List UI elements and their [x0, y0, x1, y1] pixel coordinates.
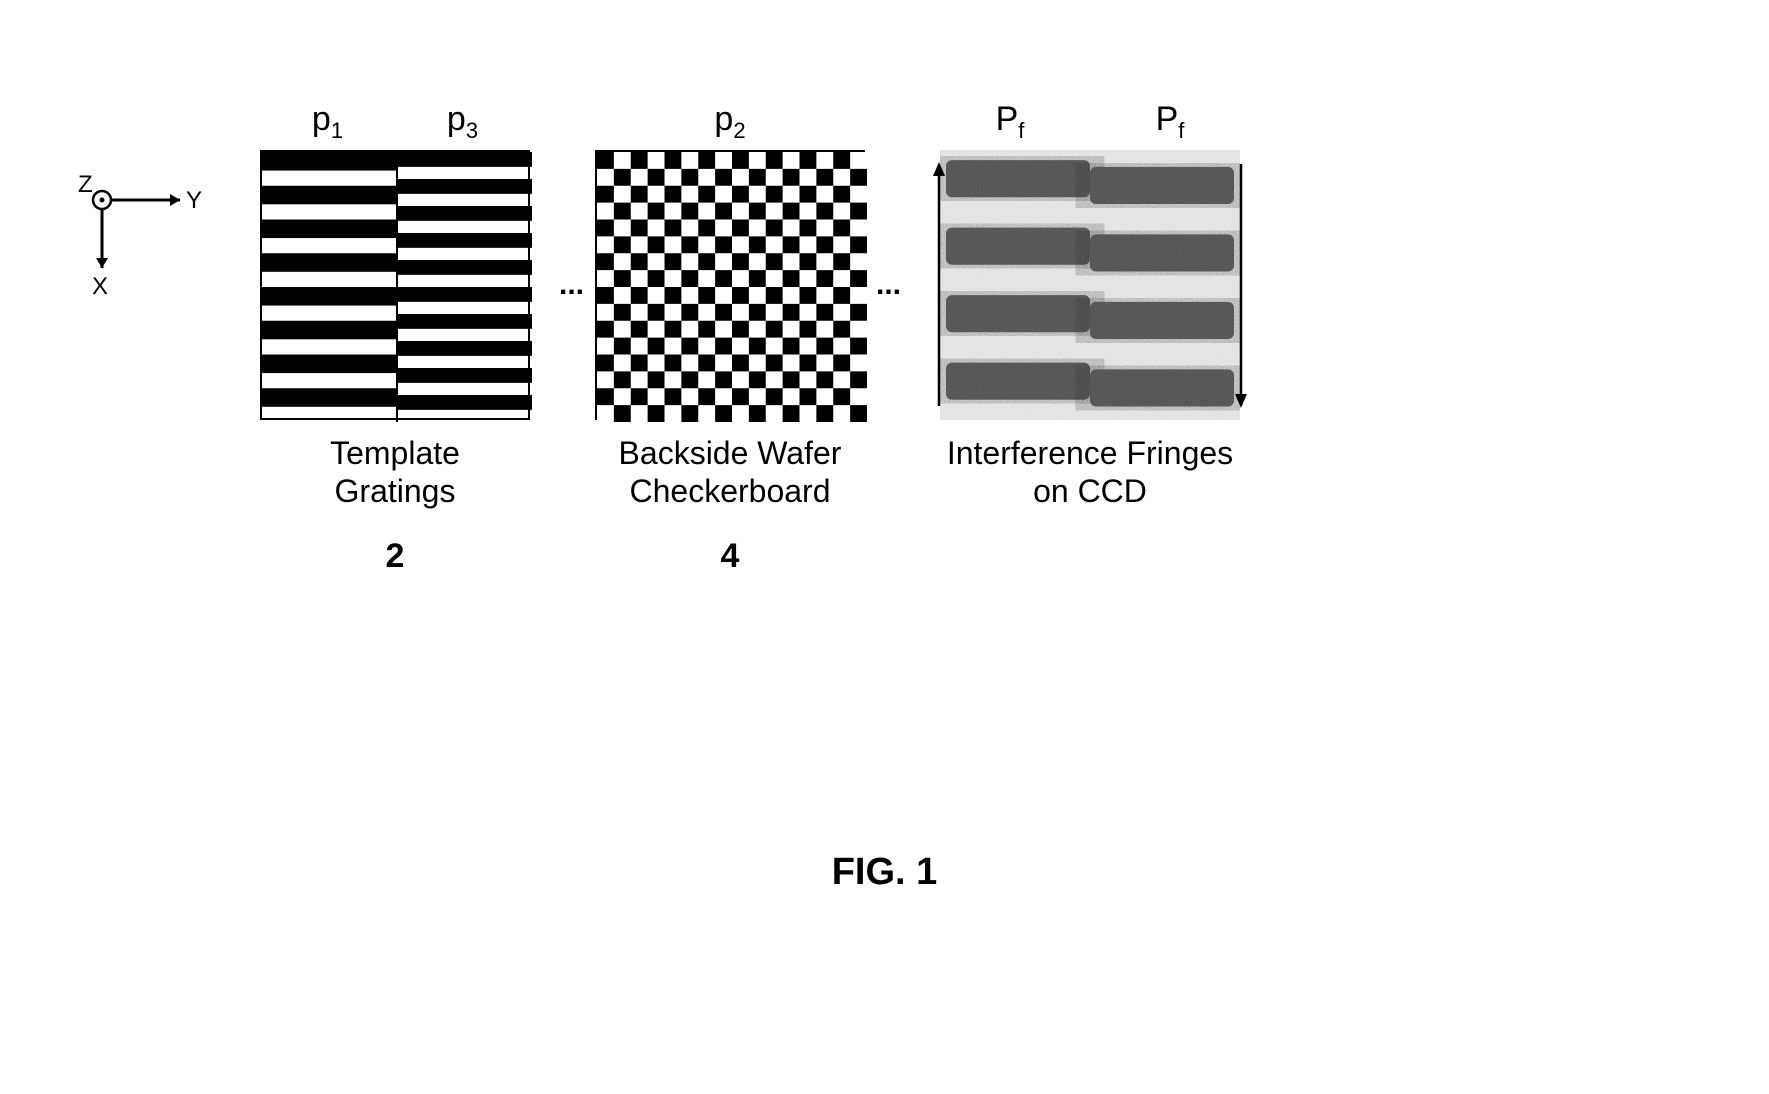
- ellipsis-right: ...: [876, 268, 901, 302]
- panel1-caption-l1: Template: [330, 434, 460, 472]
- arrow-up: [932, 160, 946, 410]
- pf-left-label: Pf: [996, 100, 1025, 144]
- panel3-caption: Interference Fringes on CCD: [947, 434, 1233, 511]
- panel1-caption: Template Gratings: [330, 434, 460, 511]
- panel3-caption-l1: Interference Fringes: [947, 434, 1233, 472]
- axis-z-label: Z: [78, 171, 93, 198]
- arrow-down: [1234, 160, 1248, 410]
- checker-pattern: [595, 150, 865, 420]
- panel1-caption-l2: Gratings: [330, 472, 460, 510]
- pf-right-label: Pf: [1156, 100, 1185, 144]
- checker-wrap: ... ...: [595, 150, 865, 420]
- figure-label: FIG. 1: [832, 851, 938, 894]
- grating-pattern: [260, 150, 530, 420]
- axis-x-label: X: [92, 273, 108, 300]
- p1-label: p1: [312, 100, 343, 144]
- panel-fringes: Pf Pf Interfere: [930, 100, 1250, 511]
- panel2-caption-l1: Backside Wafer: [619, 434, 842, 472]
- panel2-caption-l2: Checkerboard: [619, 472, 842, 510]
- p3-label: p3: [447, 100, 478, 144]
- panel1-ref-num: 2: [386, 537, 405, 576]
- panel-checkerboard: p2 ... ... Backside Wafer Checkerboard 4: [580, 100, 880, 576]
- panel2-ref-num: 4: [721, 537, 740, 576]
- panel-row: Z Y X p1 p3 Template Gratings: [70, 100, 1710, 576]
- p2-label: p2: [714, 100, 745, 144]
- panel3-top-labels: Pf Pf: [930, 100, 1250, 144]
- panel1-top-labels: p1 p3: [260, 100, 530, 144]
- panel2-top-labels: p2: [580, 100, 880, 144]
- panel-template-gratings: p1 p3 Template Gratings 2: [260, 100, 530, 576]
- fringe-pattern: [940, 150, 1240, 420]
- axis-indicator: Z Y X: [70, 160, 210, 305]
- panel3-caption-l2: on CCD: [947, 472, 1233, 510]
- axis-svg: Z Y X: [70, 160, 210, 300]
- figure-container: Z Y X p1 p3 Template Gratings: [70, 100, 1710, 576]
- ellipsis-left: ...: [559, 268, 584, 302]
- panel2-caption: Backside Wafer Checkerboard: [619, 434, 842, 511]
- axis-y-label: Y: [186, 187, 202, 214]
